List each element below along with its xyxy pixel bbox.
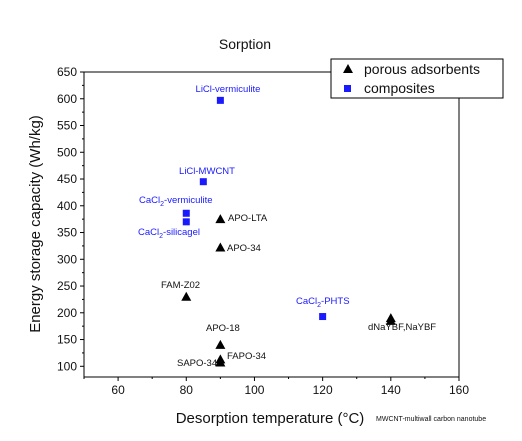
y-tick-label: 600 [57, 92, 77, 106]
x-tick-label: 140 [381, 383, 401, 397]
point-sapo-34 [215, 357, 226, 367]
y-tick-label: 300 [57, 252, 77, 266]
point-apo-18 [215, 339, 226, 349]
footnote: MWCNT-multiwall carbon nanotube [376, 416, 486, 423]
x-tick-label: 60 [111, 383, 125, 397]
point-naybf [385, 315, 396, 325]
label-cacl2-silicagel: CaCl2-silicagel [138, 227, 200, 240]
y-tick-label: 550 [57, 119, 77, 133]
y-tick-label: 450 [57, 172, 77, 186]
y-axis: 100 150 200 250 300 350 400 450 500 550 600 650 [57, 65, 84, 373]
point-fam-z02 [181, 291, 192, 301]
y-tick-label: 500 [57, 145, 77, 159]
y-tick-label: 100 [57, 359, 77, 373]
label-fapo-34: FAPO-34 [227, 351, 266, 362]
y-tick-label: 650 [57, 65, 77, 79]
label-cacl2-phts: CaCl2-PHTS [296, 296, 350, 309]
point-licl-vermiculite [216, 96, 224, 104]
label-cacl2-vermiculite: CaCl2-vermiculite [139, 195, 213, 208]
x-tick-label: 120 [313, 383, 333, 397]
legend-box [330, 58, 504, 99]
label-apo-lta: APO-LTA [228, 213, 268, 224]
data-points [181, 96, 396, 367]
point-apo-34 [215, 242, 226, 252]
legend-square-marker [344, 85, 351, 92]
chart-title: Sorption [219, 36, 271, 52]
point-cacl2-vermiculite [182, 209, 190, 217]
legend-label-porous-adsorbents: porous adsorbents [364, 61, 480, 77]
annotations: LiCl-vermiculite LiCl-MWCNT CaCl2-vermic… [138, 84, 436, 369]
y-tick-label: 400 [57, 199, 77, 213]
x-axis-title: Desorption temperature (°C) [176, 410, 365, 427]
x-axis-title-text: Desorption temperature (°C) [176, 410, 365, 427]
legend-triangle-marker [343, 64, 353, 73]
label-dnaybf-naybf: dNaYBF,NaYBF [368, 322, 436, 333]
plot-frame [83, 71, 460, 378]
label-apo-18: APO-18 [206, 323, 240, 334]
legend: porous adsorbents composites [330, 58, 504, 99]
label-fam-z02: FAM-Z02 [161, 280, 200, 291]
y-tick-label: 250 [57, 279, 77, 293]
label-sapo-34: SAPO-34 [177, 358, 217, 369]
point-apo-lta [215, 214, 226, 224]
label-licl-mwcnt: LiCl-MWCNT [179, 166, 235, 177]
x-axis: 60 80 100 120 140 160 [83, 377, 469, 397]
label-licl-vermiculite: LiCl-vermiculite [196, 84, 261, 95]
y-axis-title: Energy storage capacity (Wh/kg) [27, 115, 44, 333]
y-tick-label: 350 [57, 226, 77, 240]
x-tick-label: 160 [449, 383, 469, 397]
point-licl-mwcnt [199, 178, 207, 186]
y-tick-label: 200 [57, 306, 77, 320]
x-tick-label: 100 [244, 383, 264, 397]
label-apo-34: APO-34 [227, 243, 261, 254]
y-tick-label: 150 [57, 333, 77, 347]
x-tick-label: 80 [180, 383, 194, 397]
point-cacl2-silicagel [182, 218, 190, 226]
legend-label-composites: composites [364, 80, 435, 96]
point-cacl2-phts [319, 313, 327, 321]
